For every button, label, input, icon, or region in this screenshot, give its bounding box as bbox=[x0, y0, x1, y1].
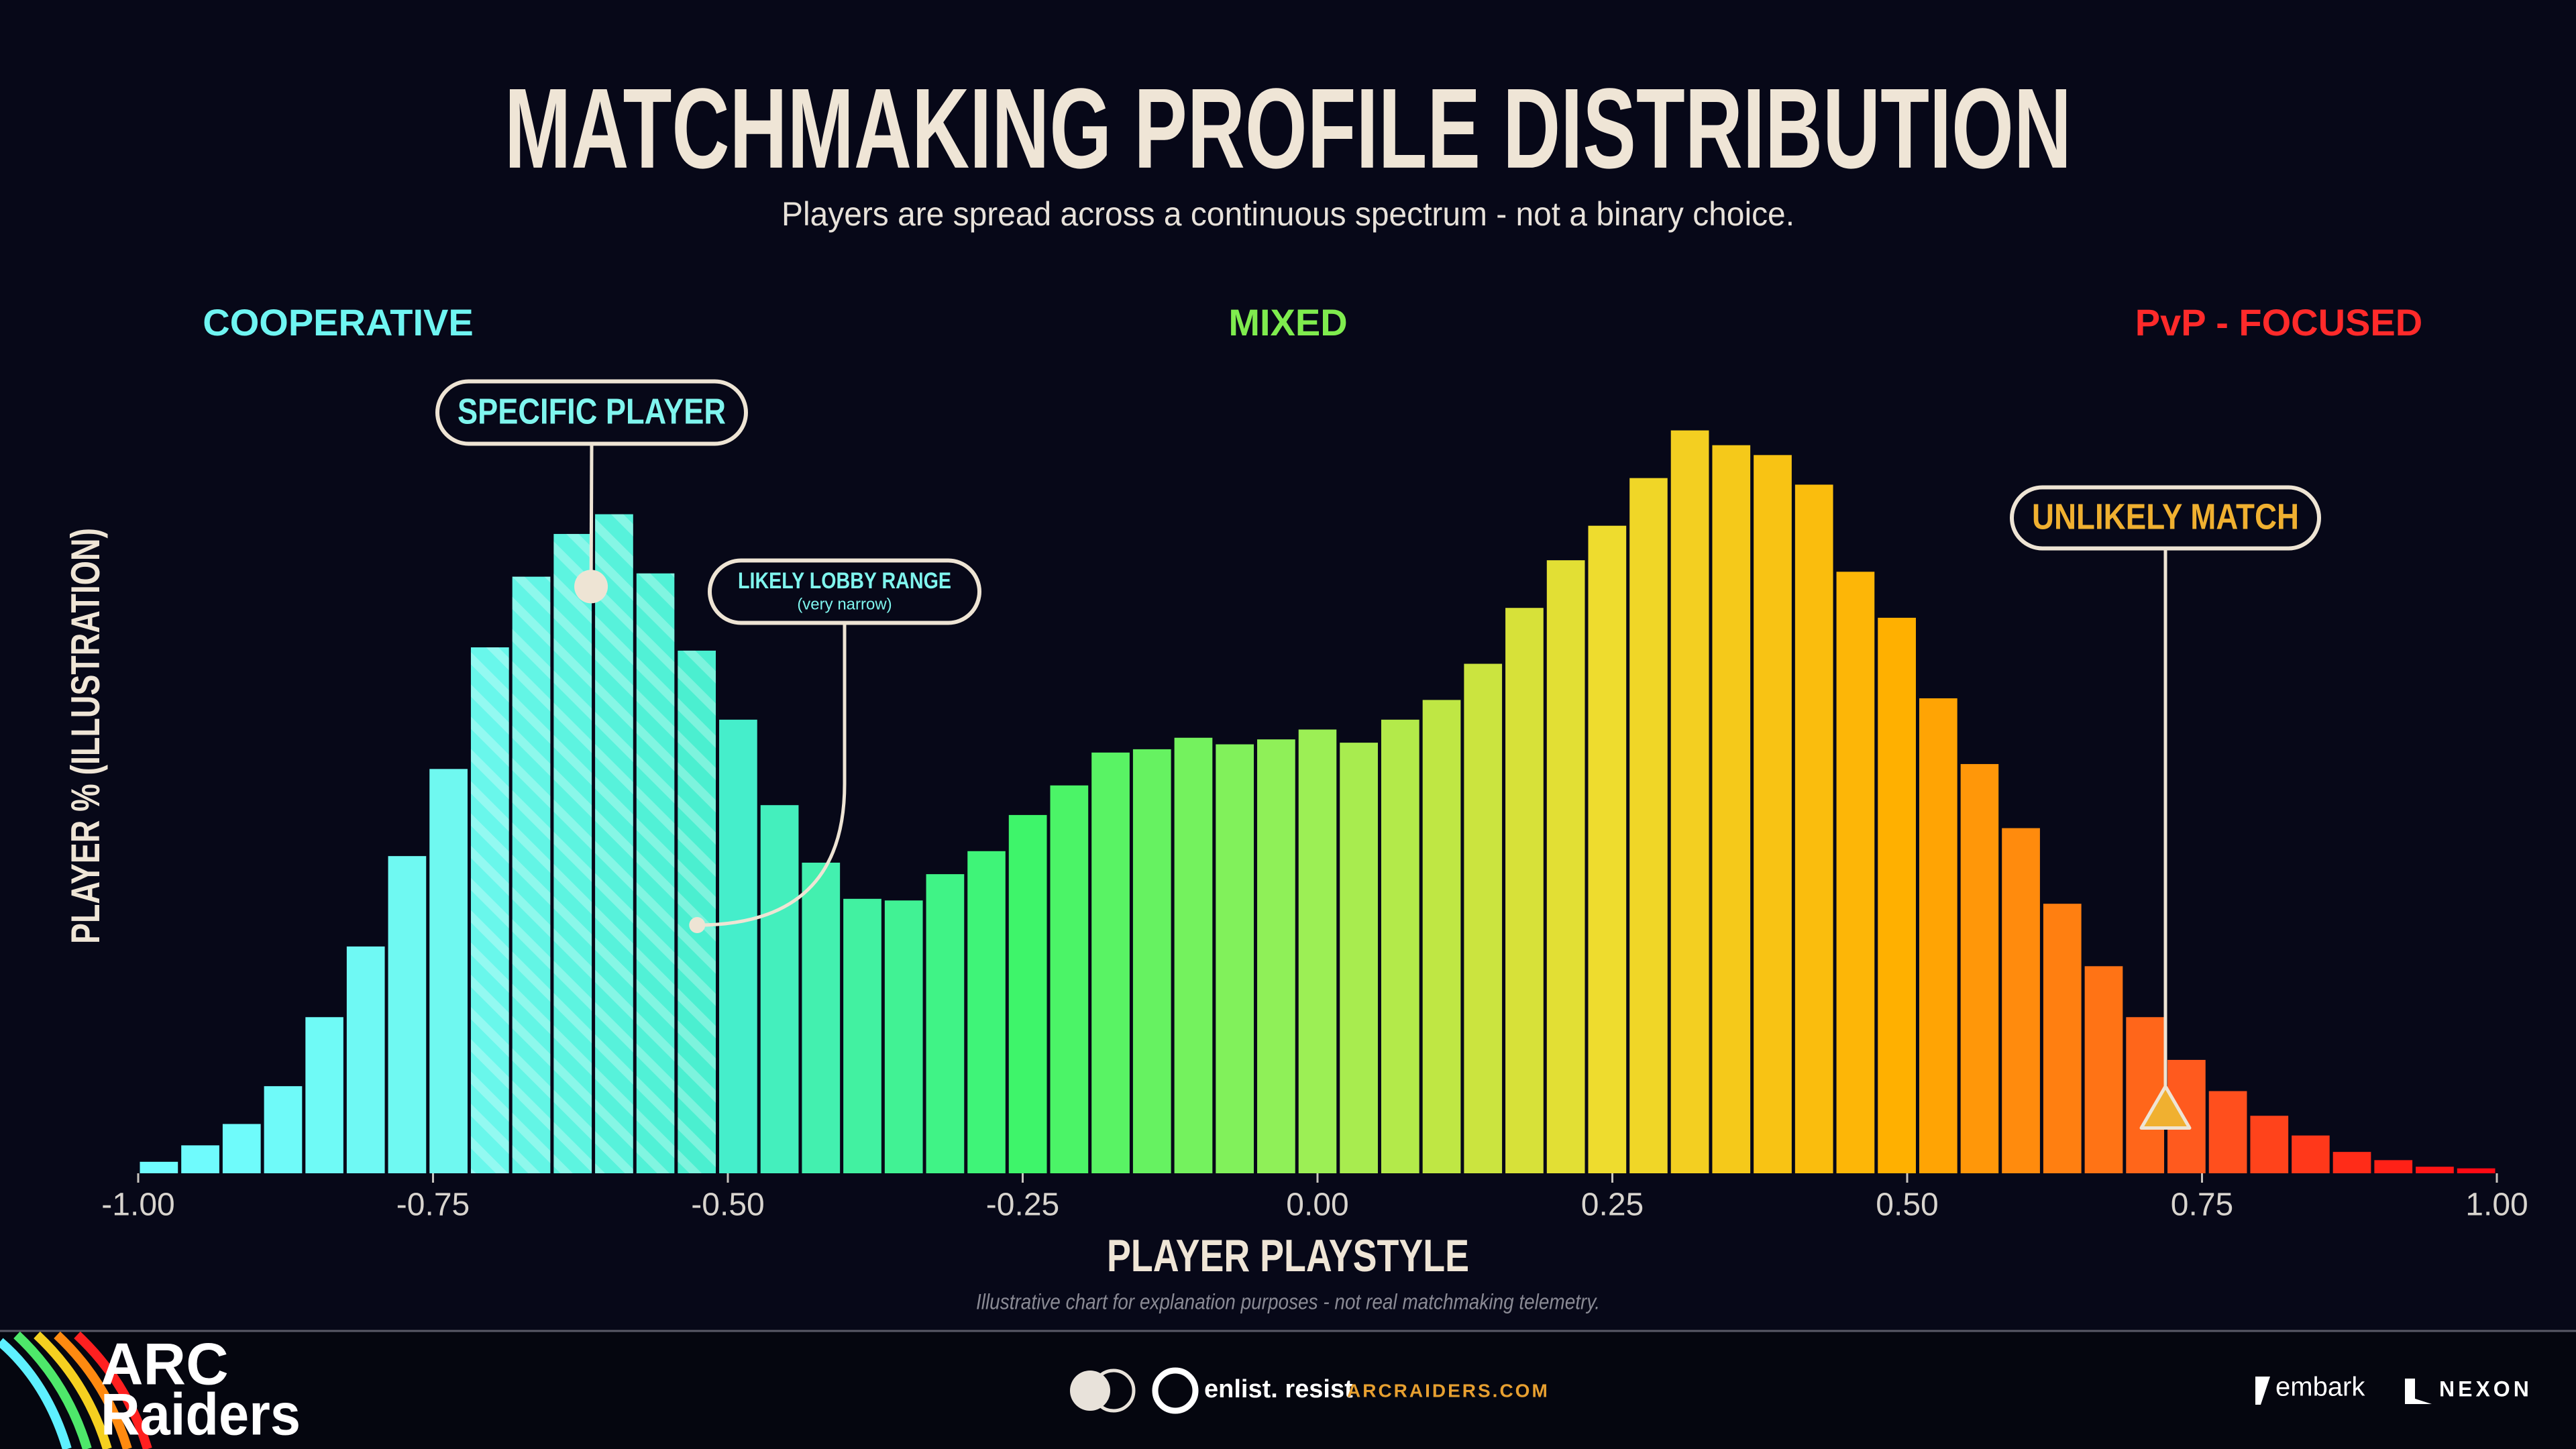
bar bbox=[1588, 525, 1627, 1173]
x-tick-label: 0.00 bbox=[1286, 1187, 1348, 1223]
bar bbox=[2332, 1152, 2371, 1173]
bar bbox=[1670, 430, 1709, 1173]
bar-hatch bbox=[595, 514, 633, 1173]
bar bbox=[1174, 737, 1213, 1173]
bar bbox=[1298, 729, 1337, 1173]
bar bbox=[1505, 608, 1544, 1173]
y-axis-label: PLAYER % (ILLUSTRATION) bbox=[63, 528, 108, 944]
bar bbox=[967, 851, 1006, 1173]
bar bbox=[760, 805, 799, 1173]
bar bbox=[2126, 1017, 2165, 1173]
bar bbox=[346, 946, 385, 1173]
x-tick-label: 0.50 bbox=[1876, 1187, 1938, 1223]
annotation-label: LIKELY LOBBY RANGE bbox=[738, 568, 951, 594]
bar bbox=[222, 1124, 261, 1173]
footer bbox=[0, 1332, 2576, 1449]
bar bbox=[181, 1145, 219, 1173]
logo-line-2: Raiders bbox=[101, 1381, 301, 1447]
chart-title: MATCHMAKING PROFILE DISTRIBUTION bbox=[504, 65, 2072, 193]
annotation-box bbox=[435, 379, 748, 446]
x-tick-label: -0.50 bbox=[691, 1187, 764, 1223]
chart-note: Illustrative chart for explanation purpo… bbox=[976, 1289, 1600, 1313]
publisher-icon bbox=[2405, 1379, 2432, 1404]
partner-icon bbox=[1070, 1367, 1199, 1414]
bar bbox=[843, 898, 881, 1173]
bar bbox=[2043, 904, 2082, 1173]
x-tick-label: -0.75 bbox=[396, 1187, 470, 1223]
annotation-box bbox=[708, 558, 981, 625]
bar-hatch bbox=[636, 573, 675, 1173]
bar bbox=[1712, 445, 1751, 1173]
x-tick-label: 0.75 bbox=[2171, 1187, 2233, 1223]
annotation-marker bbox=[689, 917, 706, 934]
bar bbox=[1960, 763, 1999, 1173]
bar bbox=[264, 1086, 303, 1173]
bar bbox=[388, 856, 427, 1173]
publisher-icon bbox=[2255, 1377, 2270, 1405]
bar bbox=[1754, 455, 1792, 1173]
bar bbox=[1008, 814, 1047, 1173]
bar bbox=[1919, 698, 1957, 1173]
bar bbox=[2084, 966, 2123, 1173]
bar bbox=[2416, 1167, 2454, 1173]
bar bbox=[1464, 663, 1503, 1173]
x-tick-label: -1.00 bbox=[101, 1187, 174, 1223]
bar bbox=[1132, 749, 1171, 1173]
logo-line-1: ARC bbox=[101, 1330, 229, 1397]
x-tick-label: 1.00 bbox=[2465, 1187, 2528, 1223]
bar bbox=[1836, 572, 1875, 1173]
bar bbox=[140, 1161, 178, 1173]
bar bbox=[1546, 560, 1585, 1173]
annotation-sublabel: (very narrow) bbox=[797, 595, 892, 613]
bar bbox=[1794, 484, 1833, 1174]
annotation-leader bbox=[589, 443, 594, 587]
bar bbox=[1340, 743, 1378, 1173]
x-tick-label: 0.25 bbox=[1581, 1187, 1644, 1223]
bar-hatch bbox=[678, 650, 716, 1173]
tagline: enlist. resist bbox=[1204, 1375, 1353, 1403]
annotation-marker bbox=[2139, 1084, 2192, 1130]
bar bbox=[1050, 785, 1089, 1173]
annotation-marker bbox=[574, 570, 608, 604]
bar bbox=[719, 719, 757, 1173]
bar bbox=[2208, 1091, 2247, 1173]
bar bbox=[2374, 1160, 2413, 1173]
region-label: PvP - FOCUSED bbox=[2135, 301, 2422, 343]
bar-hatch bbox=[512, 576, 551, 1173]
logo-stripes bbox=[0, 1331, 152, 1449]
bar bbox=[1257, 739, 1295, 1173]
annotation-box bbox=[2010, 485, 2321, 551]
bar bbox=[2002, 828, 2040, 1173]
bar bbox=[305, 1017, 343, 1173]
bar bbox=[1381, 719, 1419, 1173]
publisher-1: embark bbox=[2275, 1373, 2365, 1402]
bar bbox=[1878, 617, 1916, 1173]
bar bbox=[884, 900, 923, 1173]
annotation-leader bbox=[697, 623, 847, 927]
publisher-2: NEXON bbox=[2439, 1377, 2532, 1401]
chart-subtitle: Players are spread across a continuous s… bbox=[782, 195, 1794, 233]
bar bbox=[926, 874, 965, 1173]
region-label: COOPERATIVE bbox=[203, 301, 473, 343]
annotation-label: SPECIFIC PLAYER bbox=[458, 391, 726, 431]
annotation-label: UNLIKELY MATCH bbox=[2032, 496, 2299, 537]
bar bbox=[802, 862, 841, 1173]
bar bbox=[2292, 1135, 2330, 1173]
bar-hatch bbox=[553, 533, 592, 1173]
bar bbox=[1091, 752, 1130, 1173]
website: ARCRAIDERS.COM bbox=[1347, 1380, 1550, 1401]
bar bbox=[2457, 1168, 2496, 1173]
bar bbox=[429, 769, 468, 1173]
bar-hatch bbox=[470, 647, 509, 1173]
bar bbox=[2250, 1116, 2289, 1173]
bar bbox=[1629, 478, 1668, 1173]
x-tick-label: -0.25 bbox=[986, 1187, 1059, 1223]
bar bbox=[1216, 744, 1254, 1173]
bar bbox=[1422, 700, 1461, 1173]
region-label: MIXED bbox=[1228, 301, 1347, 343]
x-axis-label: PLAYER PLAYSTYLE bbox=[1107, 1230, 1469, 1281]
